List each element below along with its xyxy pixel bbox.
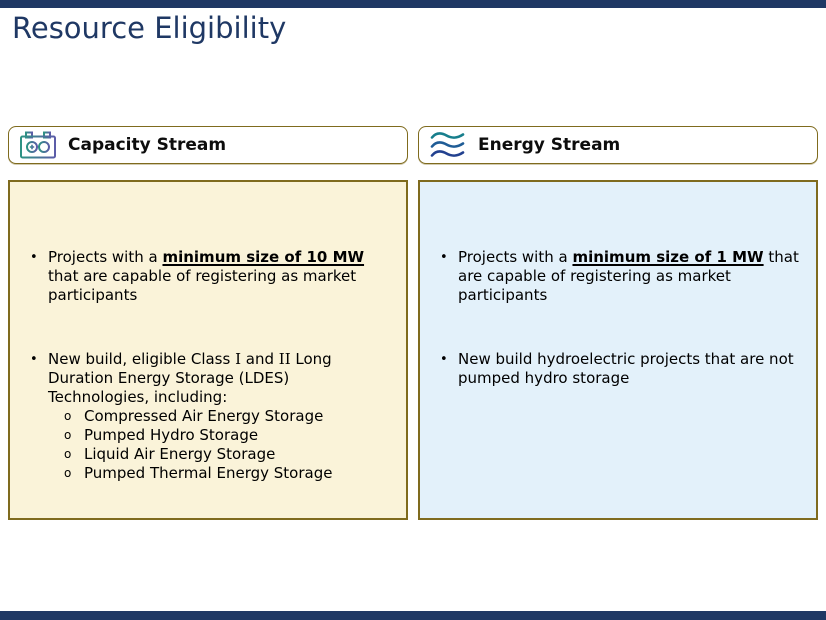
battery-icon	[20, 131, 56, 159]
list-item: o Compressed Air Energy Storage	[62, 407, 394, 426]
capacity-min-size-emphasis: minimum size of 10 MW	[162, 248, 365, 266]
list-item-label: Pumped Hydro Storage	[84, 426, 259, 444]
bullet-marker: •	[440, 352, 448, 367]
list-item: o Pumped Hydro Storage	[62, 426, 394, 445]
capacity-bullet-2-text: New build, eligible Class I and II Long …	[48, 350, 394, 483]
text-segment: and	[241, 350, 279, 368]
sub-bullet-marker: o	[64, 466, 72, 480]
energy-bullet-2-text: New build hydroelectric projects that ar…	[458, 350, 794, 387]
text-segment: Projects with a	[48, 248, 163, 266]
roman-numeral: I	[235, 350, 242, 368]
bottom-accent-bar	[0, 611, 826, 620]
capacity-bullet-1: • Projects with a minimum size of 10 MW …	[30, 248, 394, 305]
capacity-bullet-1-text: Projects with a minimum size of 10 MW th…	[48, 248, 394, 305]
energy-bullet-2: • New build hydroelectric projects that …	[440, 350, 804, 388]
sub-bullet-marker: o	[64, 447, 72, 461]
list-item: o Liquid Air Energy Storage	[62, 445, 394, 464]
top-accent-bar	[0, 0, 826, 8]
sub-bullet-marker: o	[64, 409, 72, 423]
list-item: o Pumped Thermal Energy Storage	[62, 464, 394, 483]
roman-numeral: II	[278, 350, 291, 368]
capacity-panel: • Projects with a minimum size of 10 MW …	[8, 180, 408, 520]
energy-stream-header: Energy Stream	[418, 126, 818, 164]
list-item-label: Compressed Air Energy Storage	[84, 407, 324, 425]
energy-bullet-1-text: Projects with a minimum size of 1 MW tha…	[458, 248, 804, 305]
text-segment: that are capable of registering as marke…	[458, 248, 799, 304]
energy-bullet-1: • Projects with a minimum size of 1 MW t…	[440, 248, 804, 305]
energy-panel: • Projects with a minimum size of 1 MW t…	[418, 180, 818, 520]
waves-icon	[430, 132, 465, 157]
capacity-bullet-2: • New build, eligible Class I and II Lon…	[30, 350, 394, 483]
ldes-technology-list: o Compressed Air Energy Storage o Pumped…	[62, 407, 394, 483]
text-segment: New build, eligible Class	[48, 350, 236, 368]
text-segment: Long Duration Energy Storage (LDES) Tech…	[48, 350, 332, 406]
text-segment: Projects with a	[458, 248, 573, 266]
list-item-label: Liquid Air Energy Storage	[84, 445, 276, 463]
capacity-stream-title: Capacity Stream	[68, 135, 227, 155]
sub-bullet-marker: o	[64, 428, 72, 442]
list-item-label: Pumped Thermal Energy Storage	[84, 464, 333, 482]
energy-min-size-emphasis: minimum size of 1 MW	[572, 248, 764, 266]
bullet-marker: •	[440, 250, 448, 265]
bullet-marker: •	[30, 352, 38, 367]
text-segment: that are capable of registering as marke…	[48, 267, 357, 304]
page-title: Resource Eligibility	[12, 11, 287, 45]
capacity-stream-header: Capacity Stream	[8, 126, 408, 164]
energy-stream-title: Energy Stream	[478, 135, 621, 155]
bullet-marker: •	[30, 250, 38, 265]
